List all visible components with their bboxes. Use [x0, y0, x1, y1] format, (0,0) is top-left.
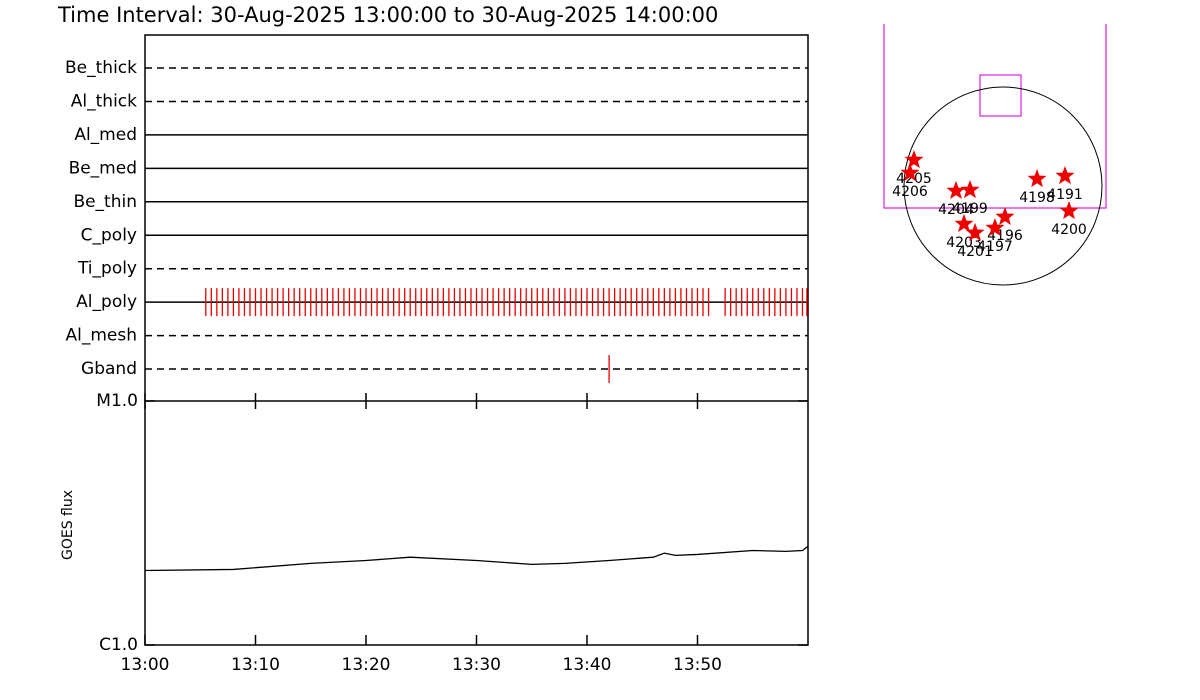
ar-marker: [995, 206, 1015, 225]
sun-limb: [903, 86, 1103, 286]
ar-label: 4201: [957, 244, 993, 260]
ar-label: 4191: [1047, 187, 1083, 203]
ar-marker: [954, 213, 974, 232]
ar-label: 4204: [938, 202, 974, 218]
goes-curve: [144, 545, 809, 572]
ar-marker: [946, 180, 966, 199]
ar-label: 4206: [892, 184, 928, 200]
ar-marker: [985, 218, 1005, 237]
x-tick-label: 13:20: [342, 655, 391, 675]
ar-marker: [1027, 169, 1047, 188]
fov-small-box: [979, 74, 1022, 117]
filter-label: Be_thin: [73, 192, 137, 212]
x-tick-label: 13:00: [121, 655, 170, 675]
filter-label: Al_med: [74, 125, 137, 145]
ar-label: 4197: [977, 239, 1013, 255]
ar-marker: [900, 163, 920, 182]
ar-label: 4200: [1051, 222, 1087, 238]
filter-label: Al_thick: [71, 91, 137, 111]
filter-label: Ti_poly: [77, 259, 137, 279]
filter-label: Be_med: [69, 158, 137, 178]
filter-label: Al_mesh: [65, 326, 137, 346]
x-tick-label: 13:30: [452, 655, 501, 675]
chart-title: Time Interval: 30-Aug-2025 13:00:00 to 3…: [57, 3, 718, 27]
filter-label: Be_thick: [65, 58, 137, 78]
x-tick-label: 13:50: [673, 655, 722, 675]
ar-label: 4198: [1019, 190, 1055, 206]
ar-marker: [1055, 166, 1075, 185]
ar-marker: [965, 222, 985, 241]
ar-marker: [904, 150, 924, 169]
x-tick-label: 13:10: [231, 655, 280, 675]
ar-label: 4199: [952, 201, 988, 217]
ar-label: 4203: [946, 235, 982, 251]
y-axis-label: GOES flux: [60, 490, 76, 560]
filter-label: C_poly: [81, 225, 137, 245]
y-tick-label: M1.0: [96, 391, 138, 411]
ar-marker: [960, 180, 980, 199]
filter-label: Al_poly: [76, 292, 137, 312]
ar-marker: [1059, 201, 1079, 219]
fov-box: [883, 24, 1107, 209]
filter-label: Gband: [81, 359, 137, 379]
y-tick-label: C1.0: [99, 635, 138, 655]
x-tick-label: 13:40: [563, 655, 612, 675]
